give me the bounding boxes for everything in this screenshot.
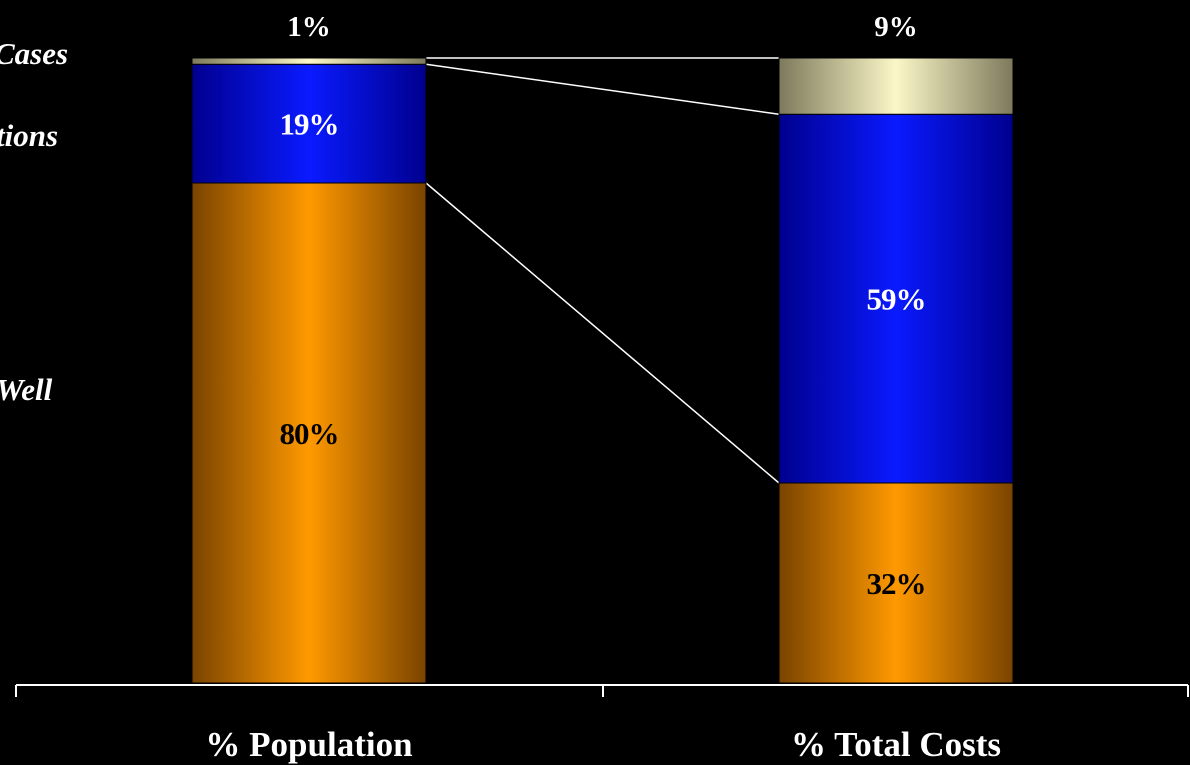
connector-lines bbox=[425, 57, 780, 484]
data-label-total-costs-2: 59% bbox=[867, 282, 926, 317]
data-label-total-costs-1: 32% bbox=[867, 566, 926, 601]
x-tick-label-population: % Population bbox=[205, 725, 412, 764]
bar-segment-total-costs-2 bbox=[778, 113, 1014, 484]
legend: Cases tions Well bbox=[0, 36, 68, 407]
bar-segment-population-2 bbox=[191, 63, 427, 184]
data-label-population-1: 80% bbox=[280, 416, 339, 451]
x-tick-label-total-costs: % Total Costs bbox=[791, 725, 1001, 764]
data-labels: 80% 19% 1% 32% 59% 9% bbox=[280, 11, 927, 601]
bars bbox=[191, 57, 1014, 684]
connector-line-2 bbox=[425, 63, 780, 115]
connector-line-1 bbox=[425, 182, 780, 484]
legend-label-well: Well bbox=[0, 372, 53, 407]
bar-segment-total-costs-3 bbox=[778, 57, 1014, 115]
bar-segment-population-1 bbox=[191, 182, 427, 684]
data-label-total-costs-3: 9% bbox=[874, 11, 918, 43]
legend-label-cases: Cases bbox=[0, 36, 68, 71]
bar-segment-population-3 bbox=[191, 57, 427, 65]
data-label-population-3: 1% bbox=[287, 11, 331, 43]
legend-label-tions: tions bbox=[0, 118, 58, 153]
data-label-population-2: 19% bbox=[280, 107, 339, 142]
bar-segment-total-costs-1 bbox=[778, 482, 1014, 684]
x-axis: % Population % Total Costs bbox=[15, 684, 1189, 764]
